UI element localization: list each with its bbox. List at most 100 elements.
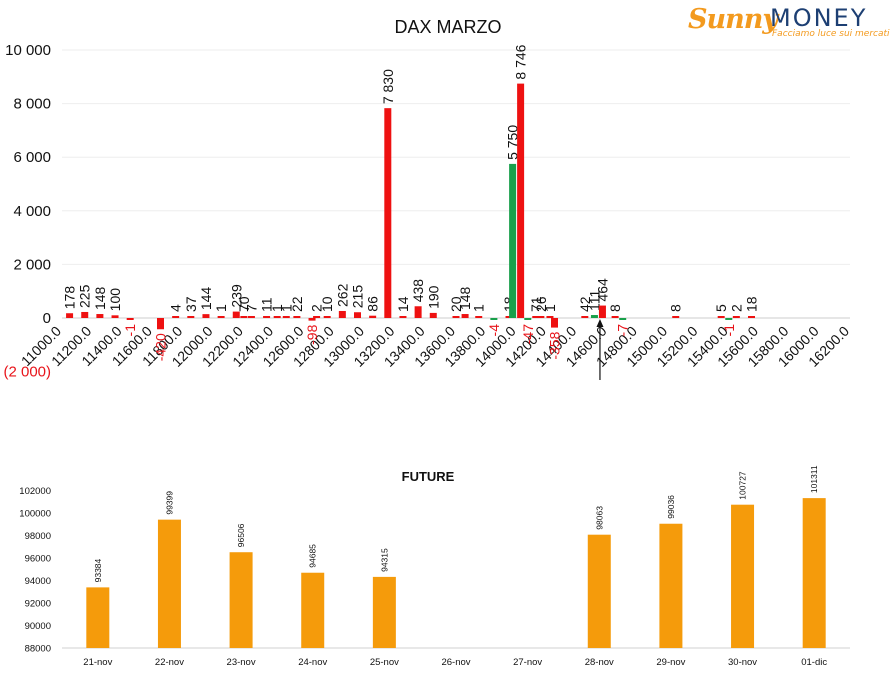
x-tick-label: 30-nov bbox=[728, 657, 757, 668]
sunny-money-logo: Sunny MONEY Facciamo luce sui mercati bbox=[688, 2, 890, 42]
put-bar bbox=[551, 318, 558, 328]
put-data-label: 100 bbox=[107, 288, 123, 312]
put-data-label: 262 bbox=[334, 283, 350, 307]
put-data-label: 1 bbox=[471, 304, 487, 312]
put-bar bbox=[313, 316, 321, 318]
put-bar bbox=[323, 316, 331, 318]
put-data-label: 4 bbox=[168, 304, 184, 312]
put-data-label: 20 bbox=[448, 296, 464, 312]
put-bar bbox=[217, 316, 225, 318]
put-bar bbox=[282, 316, 290, 318]
put-bar bbox=[429, 312, 437, 318]
put-data-label: 7 bbox=[243, 304, 259, 312]
x-tick-label: 22-nov bbox=[155, 657, 184, 668]
put-bar bbox=[81, 311, 89, 318]
put-bar bbox=[505, 316, 513, 318]
put-data-label: 86 bbox=[365, 296, 381, 312]
put-bar bbox=[126, 318, 134, 320]
logo-money-text: MONEY bbox=[770, 4, 868, 32]
call-bar bbox=[509, 163, 517, 318]
call-data-label: -1 bbox=[721, 324, 737, 337]
put-data-label: 8 746 bbox=[513, 44, 529, 79]
put-bar bbox=[263, 316, 271, 318]
y-tick-label: 6 000 bbox=[13, 149, 51, 166]
future-data-label: 100727 bbox=[738, 471, 748, 500]
chart-title: FUTURE bbox=[402, 469, 455, 484]
put-bar bbox=[672, 316, 680, 318]
x-tick-label: 26-nov bbox=[441, 657, 470, 668]
future-data-label: 98063 bbox=[594, 506, 604, 530]
y-tick-label: 102000 bbox=[19, 486, 51, 497]
put-data-label: 10 bbox=[319, 296, 335, 312]
put-bar bbox=[202, 314, 210, 318]
future-bar bbox=[372, 576, 396, 648]
call-bar bbox=[725, 318, 733, 320]
put-bar bbox=[240, 316, 248, 318]
put-data-label: 1 bbox=[278, 304, 294, 312]
x-tick-label: 23-nov bbox=[227, 657, 256, 668]
put-data-label: 148 bbox=[92, 286, 108, 310]
put-bar bbox=[732, 316, 740, 318]
put-data-label: 14 bbox=[395, 296, 411, 312]
put-data-label: 18 bbox=[744, 296, 760, 312]
put-data-label: 7 830 bbox=[380, 69, 396, 104]
logo-sunny-text: Sunny bbox=[688, 4, 778, 35]
future-data-label: 99036 bbox=[666, 495, 676, 519]
logo-tagline: Facciamo luce sui mercati bbox=[772, 29, 890, 39]
y-tick-label: 94000 bbox=[25, 576, 51, 587]
put-data-label: 148 bbox=[457, 286, 473, 310]
put-bar bbox=[452, 316, 460, 318]
future-data-label: 99399 bbox=[164, 491, 174, 515]
x-tick-label: 28-nov bbox=[585, 657, 614, 668]
put-bar bbox=[273, 316, 281, 318]
put-bar bbox=[96, 314, 104, 318]
put-data-label: 26 bbox=[533, 296, 549, 312]
price-marker-arrowhead bbox=[596, 319, 604, 327]
put-data-label: 22 bbox=[289, 296, 305, 312]
put-bar bbox=[581, 316, 589, 318]
call-data-label: -7 bbox=[615, 324, 631, 337]
put-data-label: 71 bbox=[528, 296, 544, 312]
put-data-label: 190 bbox=[425, 285, 441, 309]
y-tick-label: 8 000 bbox=[13, 96, 51, 113]
put-data-label: 1 bbox=[542, 304, 558, 312]
put-bar bbox=[293, 316, 301, 318]
y-tick-label: 90000 bbox=[25, 621, 51, 632]
put-data-label: 5 bbox=[713, 304, 729, 312]
put-data-label: 1 bbox=[213, 304, 229, 312]
put-data-label: 37 bbox=[183, 296, 199, 312]
future-data-label: 101311 bbox=[809, 465, 819, 493]
y-tick-label: 96000 bbox=[25, 553, 51, 564]
y-tick-label: 2 000 bbox=[13, 256, 51, 273]
put-bar bbox=[537, 316, 545, 318]
future-chart: FUTURE 88000 90000 92000 94000 96000 98000 1000… bbox=[19, 465, 850, 668]
x-tick-label: 24-nov bbox=[298, 657, 327, 668]
put-bar bbox=[598, 305, 606, 318]
future-data-label: 94685 bbox=[308, 544, 318, 568]
put-bar bbox=[338, 310, 346, 318]
call-bar bbox=[590, 315, 598, 318]
put-bar bbox=[461, 314, 469, 318]
call-data-label: -4 bbox=[486, 324, 502, 337]
put-data-label: 11 bbox=[259, 297, 275, 312]
future-bar bbox=[157, 519, 181, 648]
put-bar bbox=[187, 316, 195, 318]
put-bar bbox=[369, 315, 377, 318]
x-tick-label: 29-nov bbox=[656, 657, 685, 668]
put-bar bbox=[232, 311, 240, 318]
future-data-label: 94315 bbox=[379, 548, 389, 572]
future-bar bbox=[86, 587, 110, 648]
put-data-label: 225 bbox=[77, 284, 93, 308]
call-data-label: 111 bbox=[586, 290, 602, 311]
put-bar bbox=[384, 108, 392, 318]
future-bar bbox=[229, 552, 253, 648]
put-bar bbox=[414, 306, 422, 318]
y-tick-label: (2 000) bbox=[3, 364, 51, 381]
future-data-label: 96506 bbox=[236, 523, 246, 547]
put-bar bbox=[748, 316, 755, 318]
y-tick-label: 4 000 bbox=[13, 203, 51, 220]
call-bar bbox=[524, 318, 532, 320]
put-data-label: -1 bbox=[122, 324, 138, 337]
put-bar bbox=[546, 316, 554, 318]
chart-title: DAX MARZO bbox=[394, 17, 501, 37]
